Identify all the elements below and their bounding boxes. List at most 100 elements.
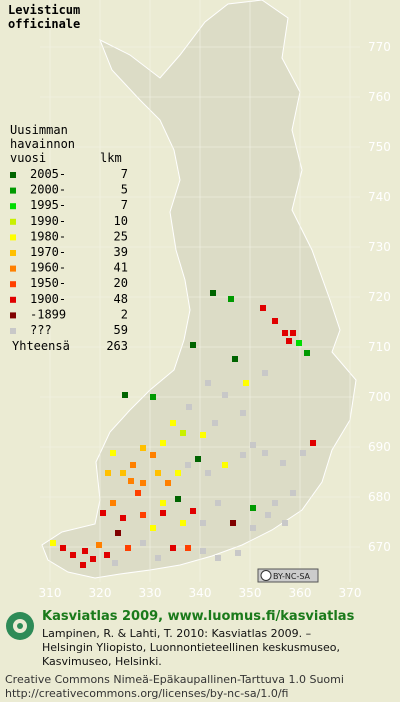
occurrence-square <box>104 552 110 558</box>
occurrence-squares <box>50 290 316 568</box>
occurrence-square <box>90 556 96 562</box>
legend-swatch <box>10 265 16 272</box>
occurrence-square <box>212 420 218 426</box>
occurrence-square <box>250 442 256 448</box>
occurrence-square <box>120 470 126 476</box>
legend-label: 1950- <box>30 276 66 290</box>
occurrence-square <box>290 330 296 336</box>
northing-label: 770 <box>368 40 391 54</box>
occurrence-square <box>262 450 268 456</box>
occurrence-square <box>155 555 161 561</box>
citation: Kasvimuseo, Helsinki. <box>42 655 162 668</box>
occurrence-square <box>185 462 191 468</box>
occurrence-square <box>230 520 236 526</box>
legend-header: havainnon <box>10 137 75 151</box>
species-title: Levisticum <box>8 3 80 17</box>
occurrence-square <box>232 356 238 362</box>
occurrence-square <box>110 500 116 506</box>
occurrence-square <box>150 525 156 531</box>
occurrence-square <box>240 452 246 458</box>
occurrence-square <box>243 380 249 386</box>
legend-label: 2000- <box>30 183 66 197</box>
occurrence-square <box>122 392 128 398</box>
legend-count: 7 <box>121 167 128 181</box>
occurrence-square <box>265 512 271 518</box>
legend-count: 10 <box>114 214 128 228</box>
occurrence-square <box>250 525 256 531</box>
license-badge: BY-NC-SA <box>257 568 319 583</box>
occurrence-square <box>235 550 241 556</box>
legend-count: 59 <box>114 323 128 337</box>
legend-count: 7 <box>121 198 128 212</box>
occurrence-square <box>240 410 246 416</box>
legend-label: 1900- <box>30 292 66 306</box>
occurrence-square <box>150 394 156 400</box>
occurrence-square <box>130 462 136 468</box>
legend-label: 1990- <box>30 214 66 228</box>
citation: Helsingin Yliopisto, Luonnontieteellinen… <box>42 641 340 654</box>
legend-label: 1980- <box>30 229 66 243</box>
occurrence-square <box>280 460 286 466</box>
occurrence-square <box>110 450 116 456</box>
legend-label: 1995- <box>30 198 66 212</box>
occurrence-square <box>290 490 296 496</box>
footer-heading: Kasviatlas 2009, www.luomus.fi/kasviatla… <box>42 609 355 624</box>
occurrence-square <box>170 420 176 426</box>
occurrence-square <box>82 548 88 554</box>
occurrence-square <box>115 530 121 536</box>
legend-count: 25 <box>114 229 128 243</box>
occurrence-square <box>140 445 146 451</box>
occurrence-square <box>210 290 216 296</box>
license-text: Creative Commons Nimeä-Epäkaupallinen-Ta… <box>5 673 344 686</box>
legend-swatch <box>10 234 16 241</box>
occurrence-square <box>100 510 106 516</box>
occurrence-square <box>155 470 161 476</box>
easting-label: 320 <box>89 586 112 600</box>
license-url: http://creativecommons.org/licenses/by-n… <box>5 687 288 700</box>
legend-count: 48 <box>114 292 128 306</box>
occurrence-square <box>125 545 131 551</box>
occurrence-square <box>282 330 288 336</box>
occurrence-square <box>150 452 156 458</box>
legend-count: 2 <box>121 307 128 321</box>
occurrence-square <box>282 520 288 526</box>
grid <box>40 0 360 582</box>
northing-label: 750 <box>368 140 391 154</box>
occurrence-square <box>128 478 134 484</box>
occurrence-square <box>286 338 292 344</box>
occurrence-square <box>120 515 126 521</box>
occurrence-square <box>222 392 228 398</box>
citation: Lampinen, R. & Lahti, T. 2010: Kasviatla… <box>42 627 311 640</box>
northing-label: 670 <box>368 540 391 554</box>
legend-total-label: Yhteensä <box>12 339 70 353</box>
occurrence-square <box>160 440 166 446</box>
legend-label: 1960- <box>30 261 66 275</box>
occurrence-square <box>190 508 196 514</box>
occurrence-square <box>96 542 102 548</box>
species-title: officinale <box>8 17 80 31</box>
easting-label: 370 <box>339 586 362 600</box>
occurrence-square <box>170 545 176 551</box>
occurrence-square <box>140 512 146 518</box>
occurrence-square <box>200 548 206 554</box>
logo-swirl-core <box>17 623 23 629</box>
occurrence-square <box>165 480 171 486</box>
occurrence-square <box>215 500 221 506</box>
occurrence-square <box>228 296 234 302</box>
northing-label: 700 <box>368 390 391 404</box>
occurrence-square <box>70 552 76 558</box>
legend-total: 263 <box>106 339 128 353</box>
occurrence-square <box>200 432 206 438</box>
occurrence-square <box>272 500 278 506</box>
northing-label: 710 <box>368 340 391 354</box>
occurrence-square <box>60 545 66 551</box>
badge-text: BY-NC-SA <box>273 572 311 581</box>
occurrence-square <box>205 380 211 386</box>
occurrence-square <box>175 470 181 476</box>
occurrence-square <box>310 440 316 446</box>
occurrence-square <box>135 490 141 496</box>
easting-label: 360 <box>289 586 312 600</box>
occurrence-square <box>296 340 302 346</box>
northing-label: 680 <box>368 490 391 504</box>
